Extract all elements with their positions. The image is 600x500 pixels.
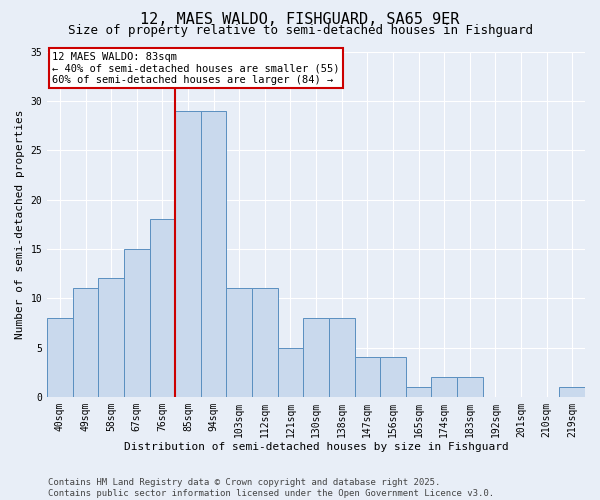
Bar <box>175 110 201 397</box>
Bar <box>226 288 252 397</box>
X-axis label: Distribution of semi-detached houses by size in Fishguard: Distribution of semi-detached houses by … <box>124 442 508 452</box>
Bar <box>252 288 278 397</box>
Text: Size of property relative to semi-detached houses in Fishguard: Size of property relative to semi-detach… <box>67 24 533 37</box>
Text: Contains HM Land Registry data © Crown copyright and database right 2025.
Contai: Contains HM Land Registry data © Crown c… <box>48 478 494 498</box>
Bar <box>124 249 149 397</box>
Bar <box>73 288 98 397</box>
Text: 12 MAES WALDO: 83sqm
← 40% of semi-detached houses are smaller (55)
60% of semi-: 12 MAES WALDO: 83sqm ← 40% of semi-detac… <box>52 52 340 84</box>
Y-axis label: Number of semi-detached properties: Number of semi-detached properties <box>15 110 25 339</box>
Bar <box>457 377 482 397</box>
Bar <box>406 387 431 397</box>
Bar <box>201 110 226 397</box>
Bar <box>559 387 585 397</box>
Bar <box>303 318 329 397</box>
Bar <box>278 348 303 397</box>
Bar <box>47 318 73 397</box>
Bar <box>149 219 175 397</box>
Bar <box>431 377 457 397</box>
Text: 12, MAES WALDO, FISHGUARD, SA65 9ER: 12, MAES WALDO, FISHGUARD, SA65 9ER <box>140 12 460 28</box>
Bar <box>355 358 380 397</box>
Bar <box>98 278 124 397</box>
Bar <box>329 318 355 397</box>
Bar <box>380 358 406 397</box>
